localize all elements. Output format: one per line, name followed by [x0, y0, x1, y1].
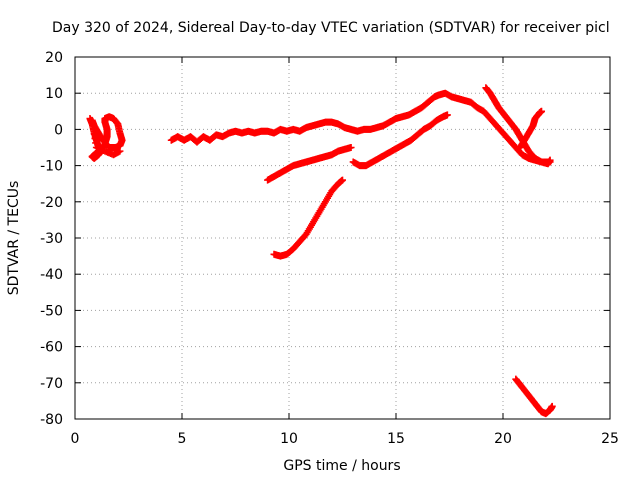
data-points [86, 84, 556, 418]
data-point [546, 158, 554, 166]
series-8 [512, 375, 556, 418]
y-tick-label: -80 [40, 412, 63, 428]
data-point [347, 144, 355, 151]
x-tick-label: 20 [494, 431, 512, 447]
data-point [116, 147, 124, 155]
x-axis-label: GPS time / hours [283, 458, 400, 474]
y-tick-label: -50 [40, 303, 63, 319]
chart-title: Day 320 of 2024, Sidereal Day-to-day VTE… [52, 20, 610, 36]
data-point [443, 111, 451, 119]
y-tick-label: -70 [40, 376, 63, 392]
series-5 [349, 111, 451, 170]
series-6 [482, 84, 554, 166]
series-3 [264, 144, 355, 184]
data-point [538, 107, 546, 115]
series-1 [86, 113, 126, 162]
y-tick-label: 20 [45, 50, 63, 66]
x-tick-label: 15 [387, 431, 405, 447]
y-tick-label: -20 [40, 195, 63, 211]
x-tick-label: 10 [280, 431, 298, 447]
x-tick-label: 0 [71, 431, 80, 447]
y-tick-label: 0 [54, 122, 63, 138]
series-4 [270, 176, 346, 260]
y-tick-label: -40 [40, 267, 63, 283]
y-tick-label: -10 [40, 159, 63, 175]
x-tick-label: 25 [601, 431, 619, 447]
y-axis-label: SDTVAR / TECUs [6, 181, 22, 296]
tick-labels: 0 5 10 15 20 25 20 10 0 -10 -20 -30 -40 -50 -60 -70 -80 [40, 50, 619, 447]
y-tick-label: -60 [40, 340, 63, 356]
data-point [548, 402, 556, 410]
grid [74, 56, 611, 420]
series-7 [516, 107, 546, 151]
x-tick-label: 5 [178, 431, 187, 447]
y-tick-label: -30 [40, 231, 63, 247]
plot-frame [74, 56, 611, 420]
data-point [339, 176, 346, 184]
y-tick-label: 10 [45, 86, 63, 102]
